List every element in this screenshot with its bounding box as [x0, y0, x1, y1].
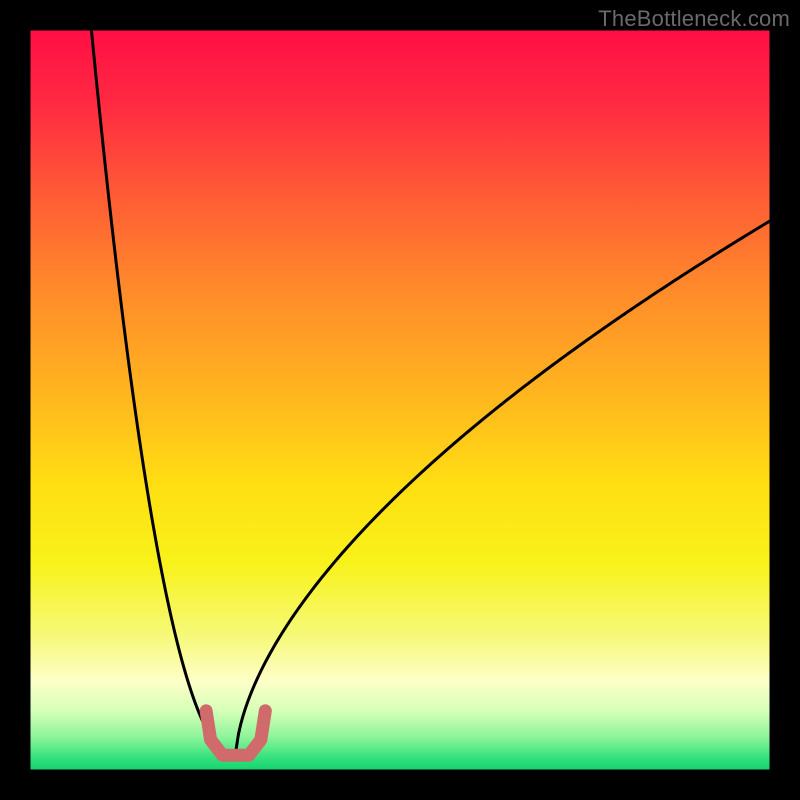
chart-stage: TheBottleneck.com	[0, 0, 800, 800]
watermark-text: TheBottleneck.com	[598, 6, 790, 32]
chart-svg	[0, 0, 800, 800]
gradient-plot-area	[30, 30, 770, 770]
